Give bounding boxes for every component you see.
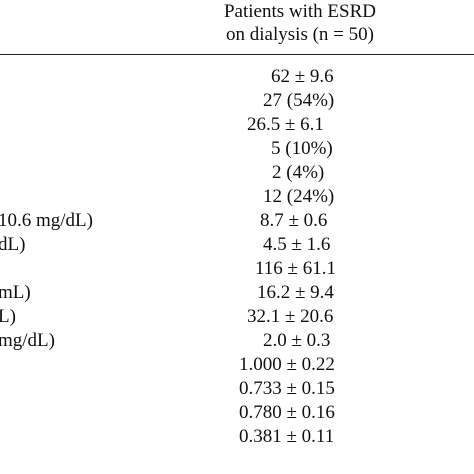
column-header-line-2: on dialysis (n = 50) <box>226 24 374 45</box>
table-row: 0.733 ± 0.15 <box>0 377 474 401</box>
table-row: 10.6 mg/dL) 8.7 ± 0.6 <box>0 209 474 233</box>
row-value: 116 ± 61.1 <box>255 258 336 279</box>
column-header: Patients with ESRD on dialysis (n = 50) <box>190 0 410 46</box>
row-value: 62 ± 9.6 <box>271 66 334 87</box>
row-label: 10.6 mg/dL) <box>0 210 93 231</box>
row-value: 16.2 ± 9.4 <box>257 282 334 303</box>
table-row: 2 (4%) <box>0 161 474 185</box>
row-label: L) <box>0 306 16 327</box>
table-row: 26.5 ± 6.1 <box>0 113 474 137</box>
row-value: 4.5 ± 1.6 <box>263 234 331 255</box>
row-value: 8.7 ± 0.6 <box>260 210 328 231</box>
row-value: 5 (10%) <box>271 138 333 159</box>
table-row: 27 (54%) <box>0 89 474 113</box>
table-row: 1.000 ± 0.22 <box>0 353 474 377</box>
row-value: 2 (4%) <box>272 162 325 183</box>
table-row: 0.780 ± 0.16 <box>0 401 474 425</box>
table-row: L) 32.1 ± 20.6 <box>0 305 474 329</box>
row-value: 2.0 ± 0.3 <box>263 330 331 351</box>
table-row: 12 (24%) <box>0 185 474 209</box>
row-label: dL) <box>0 234 26 255</box>
row-value: 27 (54%) <box>263 90 335 111</box>
column-header-line-1: Patients with ESRD <box>223 1 376 22</box>
row-value: 0.780 ± 0.16 <box>239 402 335 423</box>
row-value: 32.1 ± 20.6 <box>247 306 334 327</box>
row-value: 0.381 ± 0.11 <box>239 426 335 447</box>
table-row: 0.381 ± 0.11 <box>0 425 474 449</box>
header-rule <box>0 54 474 55</box>
table-row: mL) 16.2 ± 9.4 <box>0 281 474 305</box>
table-row: 116 ± 61.1 <box>0 257 474 281</box>
table-row: mg/dL) 2.0 ± 0.3 <box>0 329 474 353</box>
table-row: dL) 4.5 ± 1.6 <box>0 233 474 257</box>
row-value: 0.733 ± 0.15 <box>239 378 335 399</box>
table-row: 62 ± 9.6 <box>0 65 474 89</box>
row-label: mg/dL) <box>0 330 55 351</box>
row-label: mL) <box>0 282 31 303</box>
row-value: 12 (24%) <box>263 186 335 207</box>
row-value: 26.5 ± 6.1 <box>247 114 324 135</box>
row-value: 1.000 ± 0.22 <box>239 354 335 375</box>
table-row: 5 (10%) <box>0 137 474 161</box>
